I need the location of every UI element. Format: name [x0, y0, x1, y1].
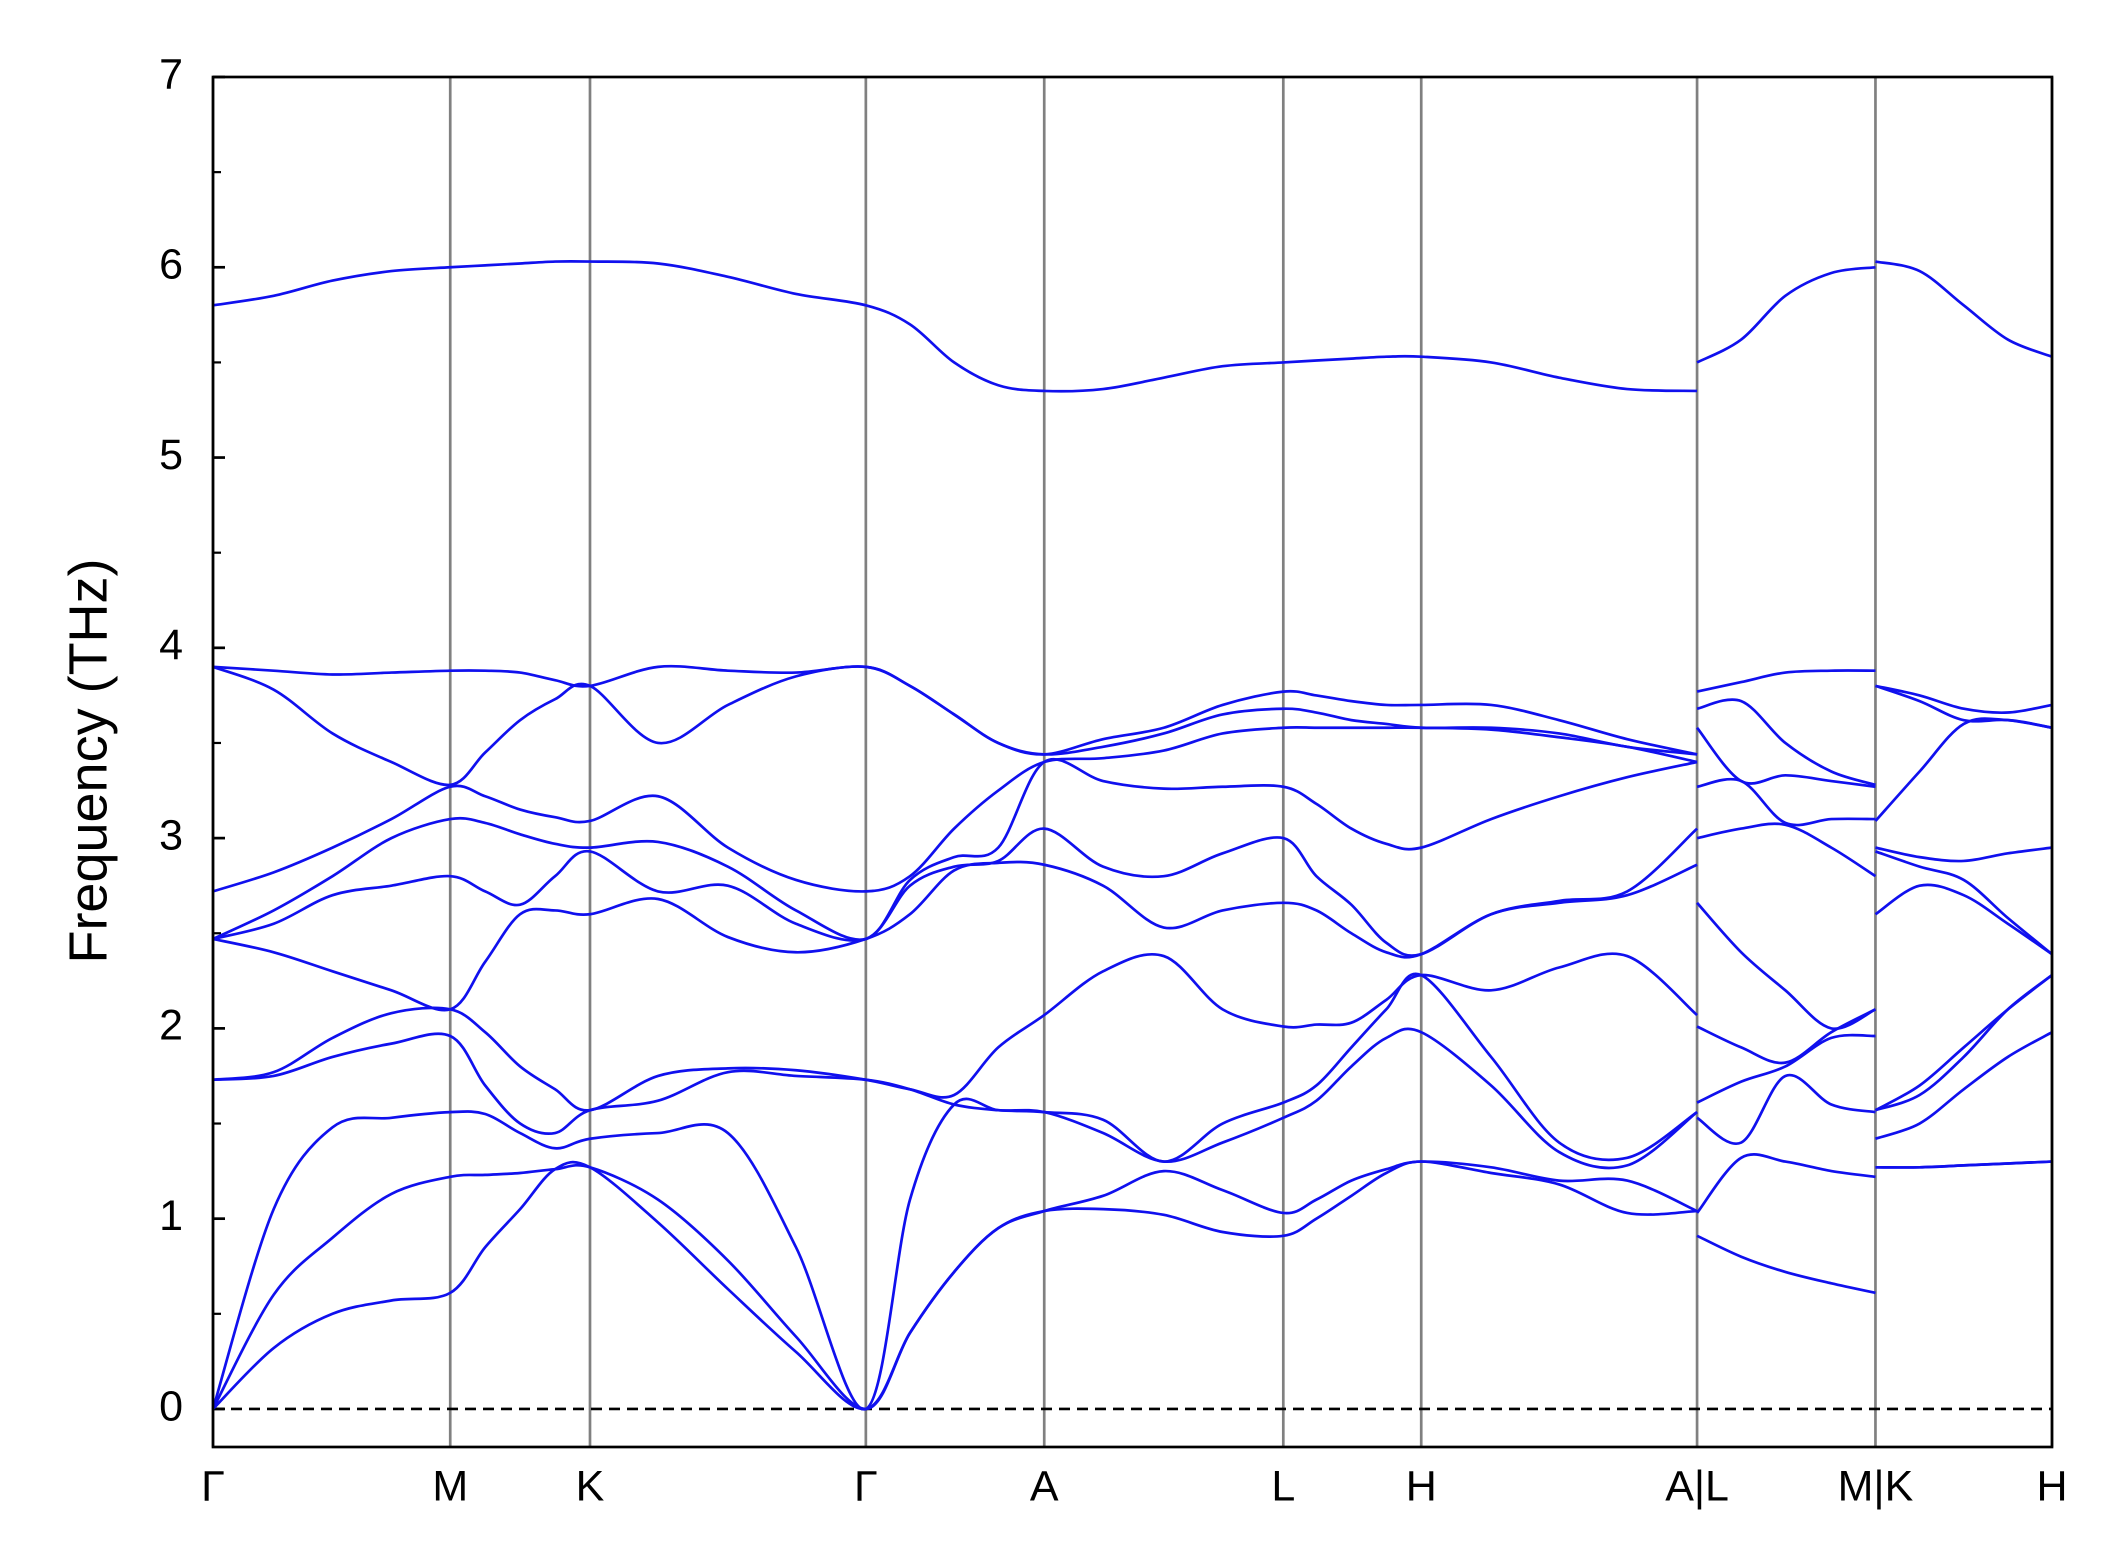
y-tick-label: 2 — [159, 1002, 183, 1050]
y-tick-label: 3 — [159, 811, 183, 859]
band-line — [212, 664, 2053, 756]
x-tick-label: L — [1271, 1462, 1295, 1510]
x-tick-label: M|K — [1838, 1462, 1914, 1510]
x-tick-label: H — [1406, 1462, 1437, 1510]
band-line — [212, 665, 2053, 787]
band-line — [212, 952, 2053, 1112]
band-line — [211, 1027, 2053, 1411]
x-tick-label: A — [1030, 1462, 1059, 1510]
band-line — [212, 972, 2053, 1163]
y-axis-label: Frequency (THz) — [58, 558, 118, 963]
plot-frame — [211, 75, 2054, 1449]
x-tick-label: A|L — [1665, 1462, 1729, 1510]
band-line — [212, 717, 2053, 893]
y-tick-label: 1 — [159, 1192, 183, 1240]
x-tick-label: Γ — [854, 1462, 878, 1510]
band-line — [211, 1153, 2053, 1411]
band-line — [212, 860, 2053, 1030]
y-tick-label: 5 — [159, 431, 183, 479]
x-tick-label: K — [576, 1462, 605, 1510]
y-tick-label: 6 — [159, 241, 183, 289]
y-tick-label: 7 — [159, 50, 183, 98]
y-tick-label: 0 — [159, 1382, 183, 1430]
band-line — [212, 259, 2053, 393]
band-line — [212, 758, 2053, 942]
x-tick-label: M — [432, 1462, 468, 1510]
y-tick-label: 4 — [159, 621, 183, 669]
x-tick-label: Γ — [201, 1462, 225, 1510]
x-tick-label: H — [2036, 1462, 2067, 1510]
band-line — [212, 1160, 2053, 1411]
band-line — [212, 822, 2053, 957]
